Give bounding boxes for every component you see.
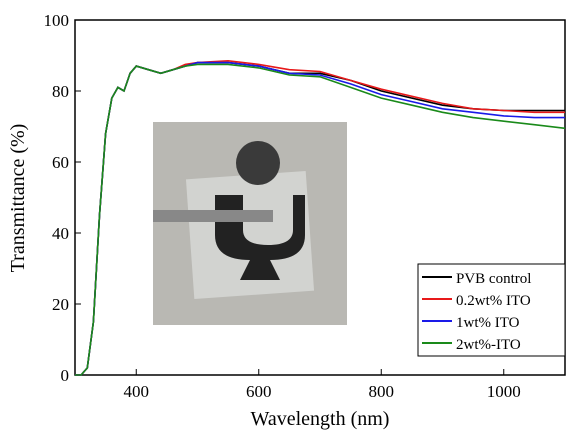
y-tick-label: 0: [61, 366, 70, 385]
y-axis-label: Transmittance (%): [7, 124, 29, 273]
y-tick-label: 40: [52, 224, 69, 243]
legend-label: 2wt%-ITO: [456, 337, 521, 353]
x-tick-label: 400: [124, 382, 150, 401]
legend-label: 1wt% ITO: [456, 315, 520, 331]
plot-frame: [74, 19, 566, 376]
y-tick-label: 100: [44, 11, 70, 30]
series-line: [75, 63, 566, 376]
y-tick-label: 60: [52, 153, 69, 172]
x-axis-label: Wavelength (nm): [251, 408, 390, 430]
legend-box: [417, 263, 566, 357]
x-tick-label: 800: [369, 382, 395, 401]
inset-photo: [153, 122, 347, 325]
y-tick-label: 20: [52, 295, 69, 314]
y-tick-label: 80: [52, 82, 69, 101]
legend-label: PVB control: [456, 271, 531, 287]
x-tick-label: 600: [246, 382, 272, 401]
legend-label: 0.2wt% ITO: [456, 293, 531, 309]
x-tick-label: 1000: [487, 382, 521, 401]
